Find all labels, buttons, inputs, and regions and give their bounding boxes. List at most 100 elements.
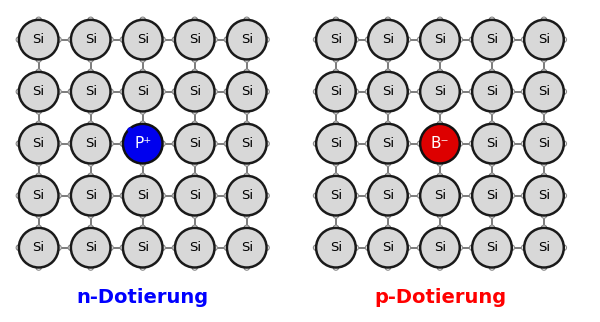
Circle shape (521, 37, 527, 43)
Circle shape (368, 176, 408, 215)
Text: Si: Si (486, 189, 498, 202)
Circle shape (123, 72, 163, 111)
Circle shape (244, 121, 250, 127)
Circle shape (521, 245, 527, 251)
Circle shape (489, 213, 494, 218)
Circle shape (172, 141, 178, 147)
Circle shape (353, 89, 358, 94)
Circle shape (192, 213, 197, 218)
Circle shape (437, 17, 443, 23)
Circle shape (385, 17, 391, 23)
Circle shape (36, 121, 41, 127)
Circle shape (437, 109, 443, 114)
Circle shape (264, 245, 269, 251)
Circle shape (541, 69, 547, 75)
Circle shape (365, 89, 371, 94)
Circle shape (333, 173, 338, 179)
Circle shape (561, 89, 566, 94)
Circle shape (405, 37, 410, 43)
Circle shape (120, 245, 125, 251)
Circle shape (140, 265, 145, 270)
Circle shape (108, 37, 113, 43)
Circle shape (140, 109, 145, 114)
Text: Si: Si (486, 137, 498, 150)
Circle shape (437, 57, 443, 62)
Circle shape (212, 37, 217, 43)
Text: Si: Si (32, 189, 45, 202)
Circle shape (71, 124, 110, 164)
Circle shape (368, 228, 408, 268)
Circle shape (264, 37, 269, 43)
Circle shape (192, 57, 197, 62)
Circle shape (244, 57, 250, 62)
Circle shape (472, 228, 512, 268)
Circle shape (68, 89, 74, 94)
Circle shape (353, 245, 358, 251)
Text: Si: Si (32, 33, 45, 46)
Circle shape (365, 193, 371, 198)
Circle shape (541, 57, 547, 62)
Circle shape (368, 124, 408, 164)
Circle shape (316, 176, 356, 215)
Circle shape (88, 121, 94, 127)
Circle shape (521, 193, 527, 198)
Circle shape (227, 20, 266, 60)
Text: Si: Si (137, 189, 149, 202)
Circle shape (175, 124, 215, 164)
Circle shape (457, 193, 463, 198)
Circle shape (224, 141, 230, 147)
Text: Si: Si (330, 137, 342, 150)
Text: Si: Si (486, 241, 498, 254)
Text: Si: Si (241, 85, 253, 98)
Text: Si: Si (188, 189, 201, 202)
Circle shape (56, 193, 61, 198)
Circle shape (420, 124, 460, 164)
Text: Si: Si (434, 85, 446, 98)
Text: Si: Si (330, 189, 342, 202)
Circle shape (123, 20, 163, 60)
Circle shape (123, 228, 163, 268)
Circle shape (36, 213, 41, 218)
Text: p-Dotierung: p-Dotierung (374, 288, 506, 307)
Circle shape (172, 193, 178, 198)
Circle shape (56, 245, 61, 251)
Circle shape (469, 89, 475, 94)
Circle shape (160, 245, 165, 251)
Circle shape (192, 17, 197, 23)
Text: Si: Si (241, 241, 253, 254)
Circle shape (88, 213, 94, 218)
Circle shape (68, 193, 74, 198)
Circle shape (365, 37, 371, 43)
Circle shape (36, 109, 41, 114)
Circle shape (385, 121, 391, 127)
Circle shape (68, 37, 74, 43)
Text: Si: Si (382, 241, 394, 254)
Circle shape (133, 131, 137, 136)
Circle shape (192, 265, 197, 270)
Circle shape (36, 161, 41, 166)
Circle shape (224, 37, 230, 43)
Circle shape (192, 173, 197, 179)
Circle shape (120, 141, 125, 147)
Circle shape (313, 193, 319, 198)
Circle shape (420, 72, 460, 111)
Circle shape (56, 89, 61, 94)
Text: Si: Si (538, 241, 550, 254)
Circle shape (541, 265, 547, 270)
Circle shape (227, 124, 266, 164)
Circle shape (316, 20, 356, 60)
Circle shape (457, 245, 463, 251)
Circle shape (88, 57, 94, 62)
Circle shape (140, 121, 145, 127)
Circle shape (333, 57, 338, 62)
Circle shape (489, 173, 494, 179)
Circle shape (405, 245, 410, 251)
Circle shape (333, 69, 338, 75)
Circle shape (472, 124, 512, 164)
Circle shape (71, 228, 110, 268)
Circle shape (175, 72, 215, 111)
Circle shape (561, 141, 566, 147)
Circle shape (140, 17, 145, 23)
Circle shape (123, 176, 163, 215)
Circle shape (264, 89, 269, 94)
